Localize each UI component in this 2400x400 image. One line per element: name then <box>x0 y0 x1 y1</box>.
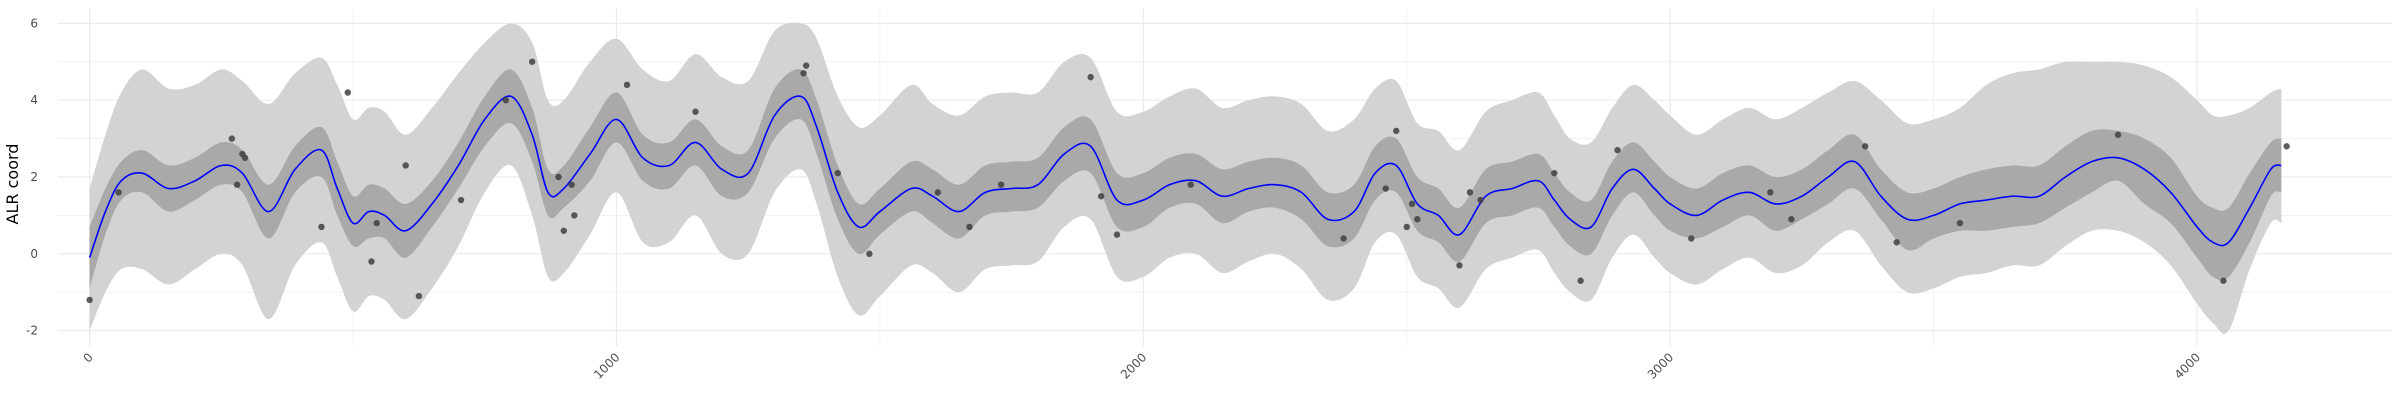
observation-point <box>1113 231 1121 238</box>
y-tick-labels: -2 0 2 4 6 <box>26 16 38 337</box>
observation-point <box>86 296 93 304</box>
observation-point <box>528 58 536 65</box>
y-tick-label: -2 <box>26 324 38 338</box>
observation-point <box>1408 200 1416 208</box>
observation-point <box>2283 143 2290 150</box>
y-axis-title: ALR coord <box>3 144 22 225</box>
observation-point <box>115 189 122 196</box>
observation-point <box>571 212 578 219</box>
observation-point <box>2114 131 2122 138</box>
observation-point <box>866 250 873 258</box>
x-tick-label: 3000 <box>1645 350 1676 381</box>
observation-point <box>1087 73 1094 81</box>
observation-point <box>934 189 942 196</box>
observation-point <box>241 154 249 161</box>
observation-point <box>568 181 575 188</box>
x-tick-label: 0 <box>80 350 95 365</box>
x-tick-labels: 0 1000 2000 3000 4000 <box>80 350 2203 381</box>
observation-point <box>1414 216 1421 223</box>
observation-point <box>402 162 409 169</box>
observation-point <box>1893 239 1900 246</box>
observation-point <box>233 181 241 188</box>
observation-point <box>560 227 567 234</box>
x-tick-label: 2000 <box>1118 350 1149 381</box>
observation-point <box>1956 219 1964 227</box>
y-tick-label: 6 <box>30 16 38 30</box>
posterior-mean-line <box>88 95 2282 258</box>
observation-point <box>997 181 1005 188</box>
observation-point <box>692 108 699 115</box>
observation-point <box>1393 127 1400 135</box>
observation-point <box>1788 216 1795 223</box>
inner-credible-band <box>89 69 2282 289</box>
observation-point <box>834 169 841 177</box>
observation-point <box>1187 181 1194 188</box>
observation-point <box>1551 169 1558 177</box>
observation-point <box>1614 146 1621 154</box>
observation-point <box>1097 193 1105 200</box>
observation-point <box>1466 189 1474 196</box>
observation-point <box>2220 277 2227 284</box>
observation-point <box>373 219 380 227</box>
observation-points <box>86 58 2290 304</box>
observation-point <box>802 62 810 69</box>
y-tick-label: 4 <box>30 93 38 107</box>
observation-point <box>1340 235 1347 242</box>
observation-point <box>228 135 236 142</box>
observation-point <box>415 292 423 300</box>
observation-point <box>368 258 375 265</box>
observation-point <box>318 223 325 231</box>
observation-point <box>1767 189 1774 196</box>
observation-point <box>966 223 973 231</box>
x-tick-label: 1000 <box>591 350 622 381</box>
observation-point <box>555 173 562 181</box>
observation-point <box>502 96 510 104</box>
observation-point <box>1861 143 1869 150</box>
observation-point <box>457 196 465 204</box>
x-tick-label: 4000 <box>2172 350 2203 381</box>
observation-point <box>623 81 631 89</box>
y-tick-label: 0 <box>30 247 38 261</box>
observation-point <box>1477 196 1484 204</box>
observation-point <box>1382 185 1389 192</box>
observation-point <box>1688 235 1695 242</box>
observation-point <box>1456 262 1463 269</box>
observation-point <box>1403 223 1410 231</box>
observation-point <box>800 70 807 77</box>
observation-point <box>344 89 351 96</box>
y-tick-label: 2 <box>30 170 38 184</box>
observation-point <box>1577 277 1584 284</box>
